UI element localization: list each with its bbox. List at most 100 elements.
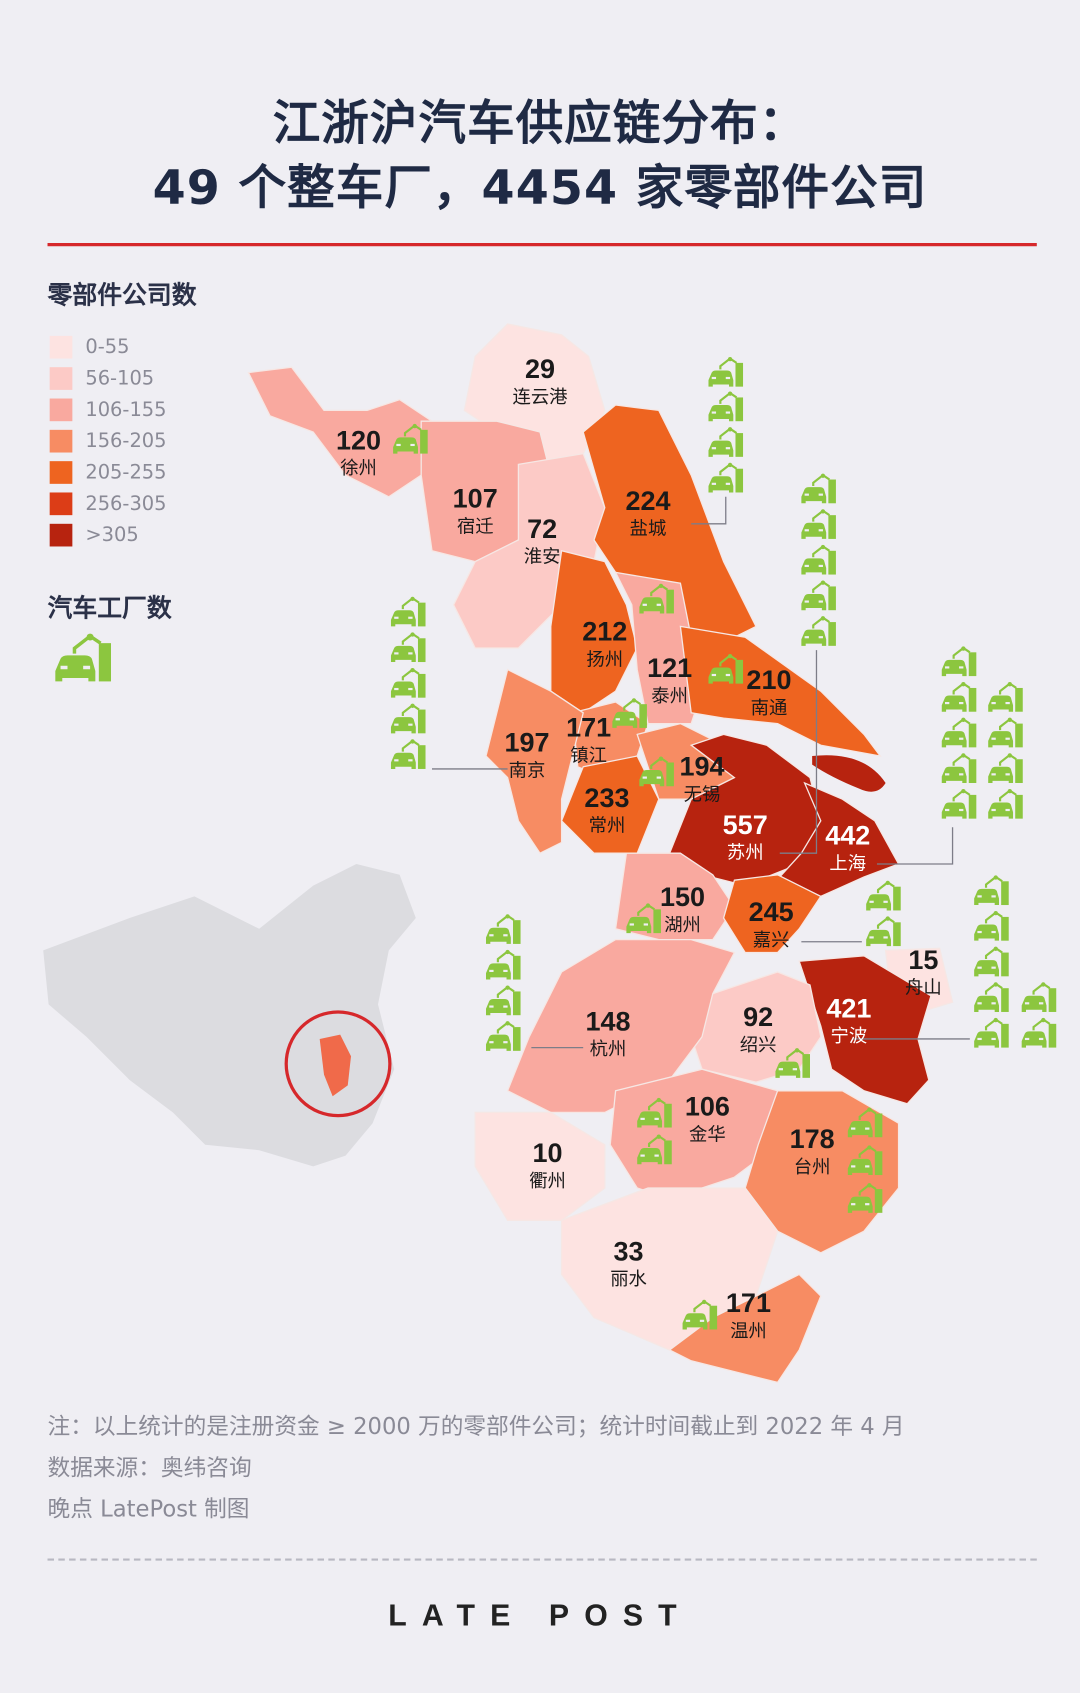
region-name: 南通: [751, 698, 788, 719]
region-name: 连云港: [512, 387, 567, 408]
factory-legend-heading: 汽车工厂数: [47, 595, 172, 624]
region-count: 121: [647, 653, 692, 683]
region-count: 194: [679, 751, 724, 781]
factory-icon: [865, 915, 902, 948]
region-count: 421: [826, 993, 871, 1023]
region-name: 台州: [794, 1157, 831, 1178]
region-count: 29: [525, 354, 555, 384]
legend-label: 0-55: [85, 335, 130, 359]
region-name: 上海: [829, 853, 866, 874]
footer-divider: [47, 1558, 1037, 1561]
region-name: 淮安: [524, 547, 561, 568]
title-line-1: 江浙沪汽车供应链分布：: [272, 96, 808, 152]
region-7: [679, 625, 882, 757]
factory-icon: [800, 473, 838, 505]
title-divider: [47, 243, 1037, 247]
factory-icon: [973, 981, 1010, 1014]
factory-icon: [987, 752, 1024, 785]
factory-icon: [1020, 1017, 1058, 1049]
region-name: 徐州: [340, 458, 377, 479]
region-count: 171: [726, 1288, 771, 1318]
region-name: 泰州: [651, 686, 688, 707]
factory-icon: [865, 880, 902, 912]
factory-icon: [707, 462, 745, 494]
china-inset-map: [43, 864, 416, 1167]
region-count: 442: [825, 821, 870, 851]
region-name: 宁波: [831, 1026, 868, 1047]
legend-label: 156-205: [85, 429, 167, 452]
factory-icon: [800, 508, 838, 541]
region-name: 湖州: [664, 915, 701, 936]
factory-icon: [987, 717, 1024, 749]
region-count: 92: [743, 1002, 773, 1032]
region-19: [506, 938, 736, 1114]
legend-label: 106-155: [85, 397, 167, 421]
factory-icon: [940, 681, 978, 713]
factory-icon: [707, 426, 745, 458]
factory-icon: [389, 596, 427, 628]
legend-item: 0-55: [49, 335, 130, 359]
region-count: 33: [614, 1236, 644, 1266]
region-12: [668, 733, 822, 887]
factory-icon: [389, 631, 427, 664]
region-13: [778, 781, 900, 898]
region-name: 舟山: [905, 978, 942, 999]
factory-icon: [800, 544, 838, 576]
region-count: 224: [625, 486, 670, 516]
region-6: [614, 571, 703, 725]
factory-icon: [987, 788, 1024, 820]
region-name: 常州: [589, 816, 626, 837]
legend-swatch: [49, 366, 73, 390]
leader-line: [876, 827, 954, 865]
legend-swatch: [49, 460, 73, 484]
highlight-circle: [284, 1010, 392, 1118]
region-name: 宿迁: [457, 516, 494, 537]
factory-icon: [484, 984, 522, 1017]
region-9: [485, 668, 584, 855]
legend-label: >305: [85, 523, 139, 546]
title-line-2: 49 个整车厂，4454 家零部件公司: [152, 160, 928, 217]
footnote: 注：以上统计的是注册资金 ≥ 2000 万的零部件公司；统计时间截止到 2022…: [47, 1413, 905, 1440]
factory-icon: [484, 1020, 522, 1052]
region-17: [798, 955, 932, 1105]
region-count: 171: [566, 713, 611, 743]
region-22: [474, 1111, 606, 1222]
factory-icon: [987, 681, 1024, 713]
factory-icon: [389, 703, 427, 735]
factory-icon: [484, 913, 522, 946]
latepost-logo: LATE POST: [388, 1598, 692, 1632]
region-24: [668, 1273, 822, 1384]
legend-swatch: [49, 429, 73, 452]
region-name: 嘉兴: [753, 930, 790, 951]
region-count: 150: [660, 882, 705, 912]
factory-icon: [940, 788, 978, 820]
legend-label: 256-305: [85, 491, 167, 515]
region-name: 衢州: [529, 1171, 566, 1192]
factory-icon: [389, 738, 427, 771]
region-name: 苏州: [727, 843, 764, 864]
region-3: [452, 452, 606, 649]
legend-swatch: [49, 523, 73, 546]
region-count: 210: [746, 665, 791, 695]
region-count: 233: [584, 783, 629, 813]
region-20: [609, 1068, 779, 1200]
parts-legend-heading: 零部件公司数: [47, 281, 197, 310]
legend-item: 256-305: [49, 491, 167, 515]
region-name: 丽水: [610, 1269, 647, 1290]
region-name: 温州: [730, 1321, 767, 1342]
chongming-island: [812, 755, 886, 792]
region-count: 245: [749, 897, 794, 927]
region-count: 120: [336, 425, 381, 455]
factory-icon: [940, 645, 978, 678]
legend-label: 56-105: [85, 366, 155, 390]
leader-line: [691, 496, 727, 525]
region-name: 杭州: [590, 1039, 627, 1060]
factory-icon: [973, 910, 1010, 942]
factory-icon: [484, 949, 522, 981]
factory-icon: [800, 615, 838, 647]
legend-item: 56-105: [49, 366, 155, 390]
factory-icon: [973, 946, 1010, 978]
data-source: 数据来源：奥纬咨询: [47, 1454, 252, 1481]
leader-line: [779, 650, 818, 854]
